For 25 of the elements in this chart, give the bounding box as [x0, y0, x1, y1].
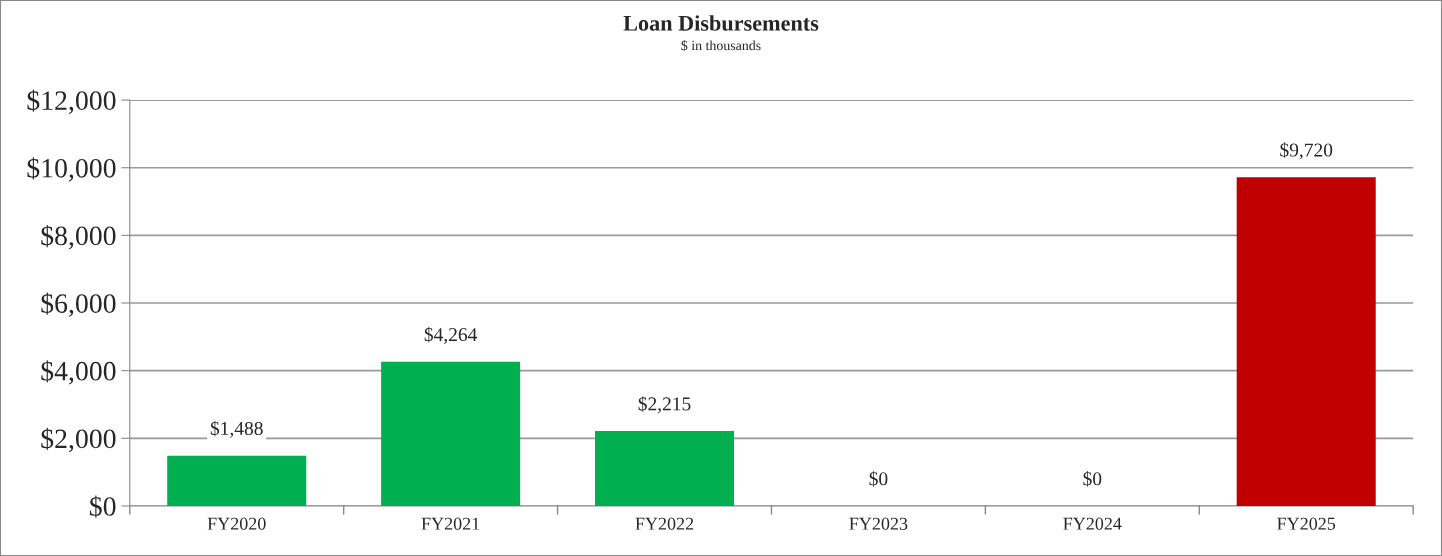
- x-tick-label: FY2021: [421, 517, 480, 530]
- chart-title: Loan Disbursements: [623, 15, 819, 31]
- x-tick-label: FY2023: [849, 517, 908, 530]
- bar: [167, 455, 307, 506]
- y-tick-label: $6,000: [41, 292, 116, 317]
- bar: [381, 361, 521, 506]
- y-tick-label: $4,000: [41, 360, 116, 385]
- data-label: $1,488: [210, 420, 263, 438]
- y-tick-label: $10,000: [27, 157, 116, 182]
- y-tick-label: $8,000: [41, 224, 116, 250]
- y-tick-label: $12,000: [27, 89, 116, 114]
- data-label: $0: [1083, 471, 1102, 487]
- data-label: $2,215: [638, 396, 691, 414]
- y-tick-label: $2,000: [41, 427, 116, 453]
- data-label: $9,720: [1280, 142, 1333, 160]
- bar: [1236, 177, 1376, 506]
- data-label: $4,264: [424, 326, 478, 344]
- y-tick-label: $0: [90, 495, 116, 518]
- chart-subtitle: $ in thousands: [681, 39, 761, 52]
- x-tick-label: FY2025: [1277, 517, 1336, 530]
- bar: [595, 431, 735, 506]
- x-tick-label: FY2020: [207, 517, 266, 530]
- data-label: $0: [869, 471, 888, 487]
- x-tick-label: FY2024: [1063, 517, 1122, 530]
- x-tick-label: FY2022: [635, 517, 694, 530]
